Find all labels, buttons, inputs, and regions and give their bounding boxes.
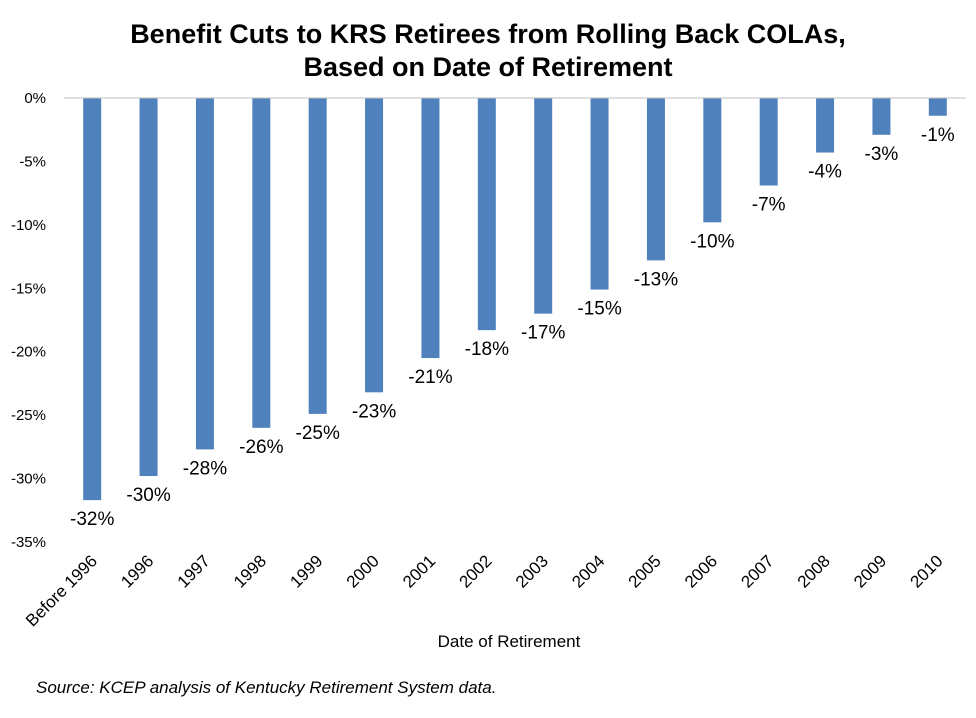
chart-title-line-1: Benefit Cuts to KRS Retirees from Rollin… xyxy=(130,19,846,49)
data-label: -17% xyxy=(521,323,565,344)
data-label: -13% xyxy=(634,269,678,290)
bar xyxy=(928,98,947,116)
y-tick-label: -35% xyxy=(11,534,46,551)
bar xyxy=(308,98,327,414)
x-tick-label: 2002 xyxy=(455,551,495,591)
y-tick-label: -30% xyxy=(11,471,46,488)
x-tick-label: 2005 xyxy=(625,551,665,591)
data-label: -26% xyxy=(239,437,283,458)
x-tick-label: 2008 xyxy=(794,551,834,591)
data-label: -7% xyxy=(752,195,786,216)
x-tick-label: 2003 xyxy=(512,551,552,591)
data-label: -1% xyxy=(921,125,955,146)
x-tick-label: 2001 xyxy=(399,551,439,591)
data-label: -21% xyxy=(408,367,452,388)
source-note: Source: KCEP analysis of Kentucky Retire… xyxy=(36,678,497,697)
x-tick-label: 1999 xyxy=(286,551,326,591)
bar xyxy=(195,98,214,450)
x-axis-ticks: Before 1996 1996 1997 1998 1999 2000 2001 2002 2… xyxy=(22,551,947,630)
data-label: -28% xyxy=(183,458,227,479)
bar xyxy=(421,98,440,359)
data-label: -30% xyxy=(126,485,170,506)
data-label: -3% xyxy=(865,144,899,165)
bar xyxy=(646,98,665,261)
data-label: -32% xyxy=(70,509,114,530)
data-label: -4% xyxy=(808,162,842,183)
data-label: -25% xyxy=(296,423,340,444)
y-tick-label: -25% xyxy=(11,407,46,424)
y-tick-label: 0% xyxy=(24,90,46,107)
data-label: -10% xyxy=(690,231,734,252)
bar xyxy=(83,98,102,501)
data-label: -18% xyxy=(465,339,509,360)
bar xyxy=(590,98,609,290)
x-tick-label: 1997 xyxy=(174,551,214,591)
bar xyxy=(252,98,271,428)
x-tick-label: 2004 xyxy=(568,551,608,591)
bar xyxy=(365,98,384,393)
data-label: -23% xyxy=(352,401,396,422)
x-tick-label: Before 1996 xyxy=(22,551,101,630)
bar xyxy=(759,98,778,186)
y-tick-label: -5% xyxy=(19,153,46,170)
bar xyxy=(872,98,891,135)
y-tick-label: -20% xyxy=(11,344,46,361)
chart-title: Benefit Cuts to KRS Retirees from Rollin… xyxy=(0,18,976,84)
bar xyxy=(534,98,553,314)
chart-title-line-2: Based on Date of Retirement xyxy=(303,52,673,82)
bar xyxy=(703,98,722,223)
x-tick-label: 2000 xyxy=(343,551,383,591)
y-axis-ticks: 0% -5% -10% -15% -20% -25% -30% -35% xyxy=(11,90,46,551)
x-axis-label: Date of Retirement xyxy=(438,632,581,651)
data-labels: -32% -30% -28% -26% -25% -23% -21% -18% -17% -15%… xyxy=(70,125,955,530)
x-tick-label: 2009 xyxy=(850,551,890,591)
bar xyxy=(816,98,835,153)
bar xyxy=(477,98,496,331)
x-tick-label: 1998 xyxy=(230,551,270,591)
x-tick-label: 1996 xyxy=(117,551,157,591)
y-tick-label: -10% xyxy=(11,217,46,234)
x-tick-label: 2010 xyxy=(906,551,946,591)
bars xyxy=(83,98,947,501)
x-tick-label: 2007 xyxy=(737,551,777,591)
y-tick-label: -15% xyxy=(11,280,46,297)
bar xyxy=(139,98,158,477)
x-tick-label: 2006 xyxy=(681,551,721,591)
data-label: -15% xyxy=(577,299,621,320)
